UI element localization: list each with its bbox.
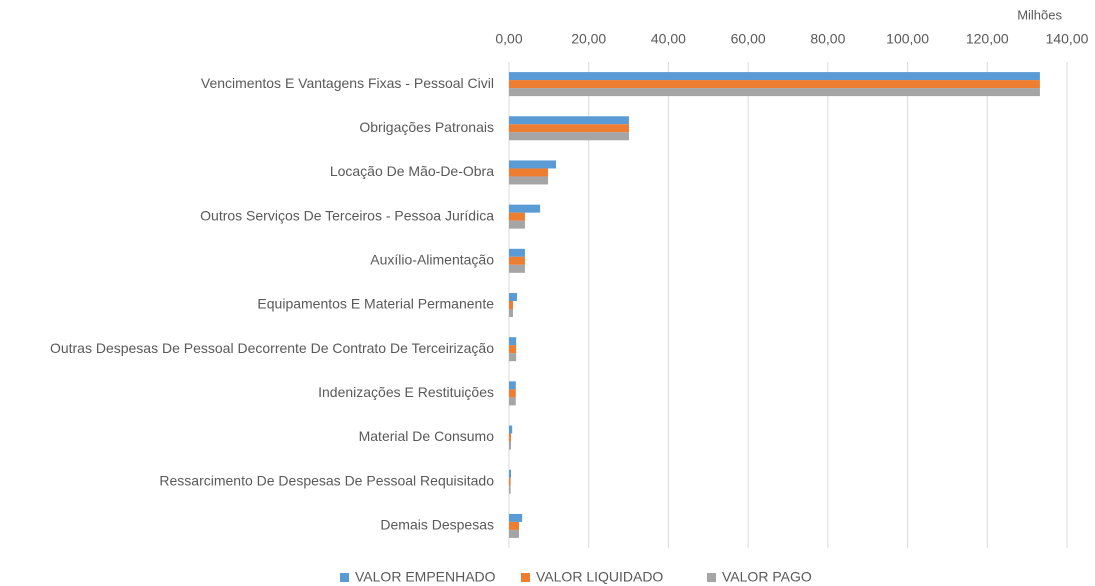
legend-swatch <box>521 573 530 582</box>
x-tick-label: 120,00 <box>966 31 1009 47</box>
x-tick-label: 40,00 <box>651 31 686 47</box>
y-tick-label: Vencimentos E Vantagens Fixas - Pessoal … <box>201 75 494 91</box>
x-tick-label: 0,00 <box>495 31 522 47</box>
y-tick-label: Demais Despesas <box>380 517 494 533</box>
bar <box>509 72 1040 81</box>
bar <box>509 160 557 169</box>
bar <box>509 433 511 442</box>
y-tick-label: Outros Serviços De Terceiros - Pessoa Ju… <box>200 207 494 223</box>
bar <box>509 220 525 229</box>
bar <box>509 477 511 486</box>
bar <box>509 124 629 133</box>
y-tick-label: Auxílio-Alimentação <box>370 252 494 268</box>
bar <box>509 345 517 354</box>
bar <box>509 337 517 346</box>
bar <box>509 521 519 530</box>
x-tick-label: 20,00 <box>571 31 606 47</box>
bar <box>509 389 516 398</box>
bar <box>509 293 517 301</box>
legend-swatch <box>340 573 349 582</box>
bar <box>509 301 513 309</box>
x-tick-label: 60,00 <box>731 31 766 47</box>
bar <box>509 441 511 450</box>
y-tick-label: Equipamentos E Material Permanente <box>257 296 494 312</box>
y-tick-label: Ressarcimento De Despesas De Pessoal Req… <box>159 472 494 488</box>
bar <box>509 469 511 478</box>
legend-swatch <box>707 573 716 582</box>
legend-label: VALOR LIQUIDADO <box>536 569 663 585</box>
bar <box>509 116 629 125</box>
x-tick-label: 140,00 <box>1046 31 1089 47</box>
bar <box>509 248 525 257</box>
bar <box>509 264 525 273</box>
y-tick-label: Material De Consumo <box>359 428 495 444</box>
y-tick-label: Locação De Mão-De-Obra <box>330 163 494 179</box>
bar <box>509 381 516 390</box>
bar <box>509 132 629 141</box>
bar <box>509 425 513 434</box>
bar <box>509 88 1040 97</box>
bar <box>509 529 519 538</box>
x-tick-label: 80,00 <box>810 31 845 47</box>
bar <box>509 485 511 494</box>
bar <box>509 513 523 522</box>
y-tick-label: Indenizações E Restituições <box>318 384 494 400</box>
y-tick-label: Obrigações Patronais <box>359 119 494 135</box>
bar <box>509 168 549 177</box>
y-tick-label: Outras Despesas De Pessoal Decorrente De… <box>50 340 494 356</box>
bar <box>509 204 541 213</box>
bar <box>509 309 513 317</box>
bar <box>509 212 525 221</box>
x-tick-label: 100,00 <box>886 31 929 47</box>
legend-label: VALOR EMPENHADO <box>355 569 496 585</box>
bar <box>509 353 517 362</box>
bar <box>509 256 525 265</box>
axis-unit: Milhões <box>1017 7 1062 22</box>
bar <box>509 397 516 406</box>
bar <box>509 80 1040 89</box>
legend-label: VALOR PAGO <box>722 569 812 585</box>
bar <box>509 176 549 185</box>
